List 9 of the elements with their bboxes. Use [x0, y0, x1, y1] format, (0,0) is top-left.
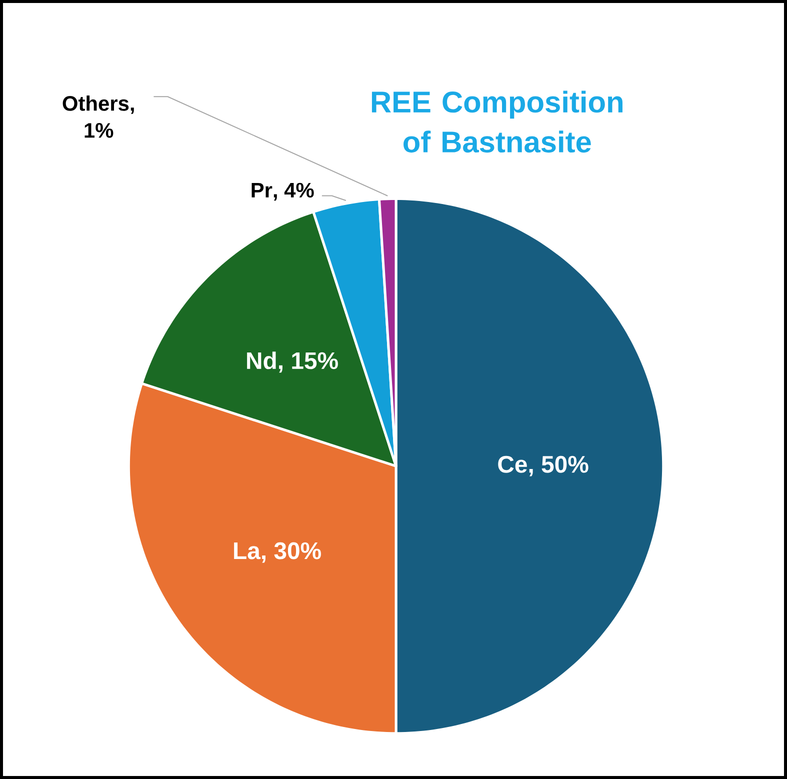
chart-title: REE Composition of Bastnasite	[372, 90, 622, 153]
slice-label: Ce	[498, 456, 527, 473]
slice-label: Nd	[247, 352, 276, 370]
data-label: , 4%	[274, 182, 314, 201]
slice-label: Pr	[252, 182, 272, 198]
data-label: , 50%	[529, 456, 588, 476]
data-label: , 15%	[279, 352, 338, 373]
slice-label: La	[234, 542, 261, 560]
data-label: , 30%	[262, 542, 321, 563]
